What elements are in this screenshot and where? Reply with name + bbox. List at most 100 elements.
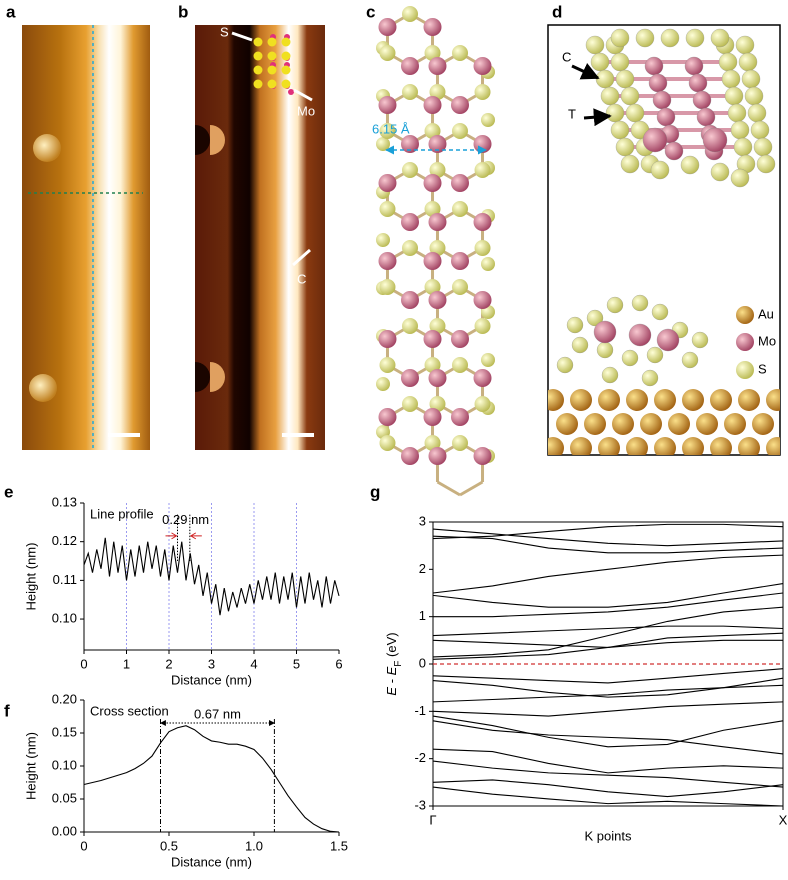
au-atom (738, 437, 760, 455)
x-axis-label: K points (585, 828, 632, 843)
s-atom (651, 303, 669, 321)
au-atom (766, 437, 780, 455)
au-atom (682, 437, 704, 455)
s-atom (606, 296, 624, 314)
au-atom (626, 389, 648, 411)
mo-atom (401, 447, 419, 465)
data-line (433, 592, 784, 618)
s-atom (253, 79, 263, 89)
mo-atom (692, 90, 712, 110)
au-atom (626, 437, 648, 455)
s-atom (402, 162, 418, 178)
y-tick-label: -2 (414, 750, 426, 765)
mo-atom (656, 107, 676, 127)
s-atom (379, 435, 396, 451)
s-atom (424, 279, 441, 295)
mo-atom (451, 96, 469, 114)
data-line (432, 523, 784, 540)
adatom (33, 134, 61, 162)
s-atom (281, 51, 291, 61)
s-atom (685, 28, 705, 48)
s-atom (474, 162, 491, 178)
s-atom (379, 357, 396, 373)
s-atom (753, 137, 773, 157)
s-atom (738, 52, 758, 72)
au-atom (598, 389, 620, 411)
y-tick-label: 0.11 (53, 572, 77, 587)
x-tick-label: 5 (293, 656, 300, 671)
mo-atom (428, 57, 447, 75)
s-atom (452, 357, 468, 373)
adatom (29, 374, 57, 402)
data-line (432, 684, 784, 703)
y-axis-label-part: E (384, 687, 399, 696)
arrow (583, 108, 612, 127)
s-atom (267, 37, 277, 47)
x-tick-label: 1.5 (330, 838, 348, 853)
au-atom (766, 389, 780, 411)
spacing-arrow (189, 532, 202, 540)
s-atom (595, 69, 615, 89)
s-atom (429, 396, 446, 412)
data-line (432, 748, 784, 774)
data-line (83, 537, 340, 616)
mo-atom (401, 213, 419, 231)
s-atom (718, 52, 738, 72)
s-atom (735, 35, 755, 55)
mo-atom (378, 174, 397, 192)
s-atom (733, 137, 753, 157)
legend-au (736, 306, 754, 324)
au-atom (668, 413, 690, 435)
s-atom (452, 123, 468, 139)
site-label: C (562, 49, 571, 64)
panel-label: c (366, 2, 375, 21)
au-atom (570, 437, 592, 455)
s-atom (376, 137, 390, 151)
s-atom (596, 341, 614, 359)
mo-atom (451, 174, 469, 192)
x-tick-label: X (779, 812, 788, 827)
s-atom (756, 154, 776, 174)
x-tick-label: 0 (80, 838, 87, 853)
s-atom (615, 137, 635, 157)
s-atom (721, 69, 741, 89)
data-line (432, 786, 784, 807)
x-tick-label: 1.0 (245, 838, 263, 853)
adatom (210, 125, 225, 155)
au-atom (612, 413, 634, 435)
x-tick-label: 4 (250, 656, 257, 671)
mo-atom (644, 56, 664, 76)
mo-atom (423, 408, 442, 426)
mo-atom (401, 369, 419, 387)
s-atom (481, 113, 495, 127)
s-atom (429, 162, 446, 178)
s-atom (635, 28, 655, 48)
x-tick-label: 0.5 (160, 838, 178, 853)
x-tick-label: 6 (335, 656, 342, 671)
au-atom (654, 389, 676, 411)
s-atom (710, 28, 730, 48)
mo-atom (696, 107, 716, 127)
annotation: 0.67 nm (194, 706, 241, 721)
mo-atom (423, 174, 442, 192)
au-atom (548, 389, 564, 411)
au-atom (556, 413, 578, 435)
mo-atom (473, 213, 492, 231)
data-line (432, 582, 784, 608)
mo-atom (428, 291, 447, 309)
mo-atom (378, 252, 397, 270)
au-atom (710, 437, 732, 455)
au-atom (752, 413, 774, 435)
s-atom (452, 435, 468, 451)
data-line (432, 639, 783, 660)
annotation: Line profile (90, 506, 154, 521)
spacing-label: 6.15 Å (372, 121, 410, 136)
s-atom (474, 396, 491, 412)
y-tick-label: 0.20 (52, 691, 77, 706)
y-tick-label: 0.10 (52, 610, 77, 625)
mo-atom (428, 447, 447, 465)
legend-label: Mo (758, 333, 776, 348)
mo-atom (428, 369, 447, 387)
mo-atom (473, 57, 492, 75)
stm-image-b: S Mo C (195, 24, 325, 450)
